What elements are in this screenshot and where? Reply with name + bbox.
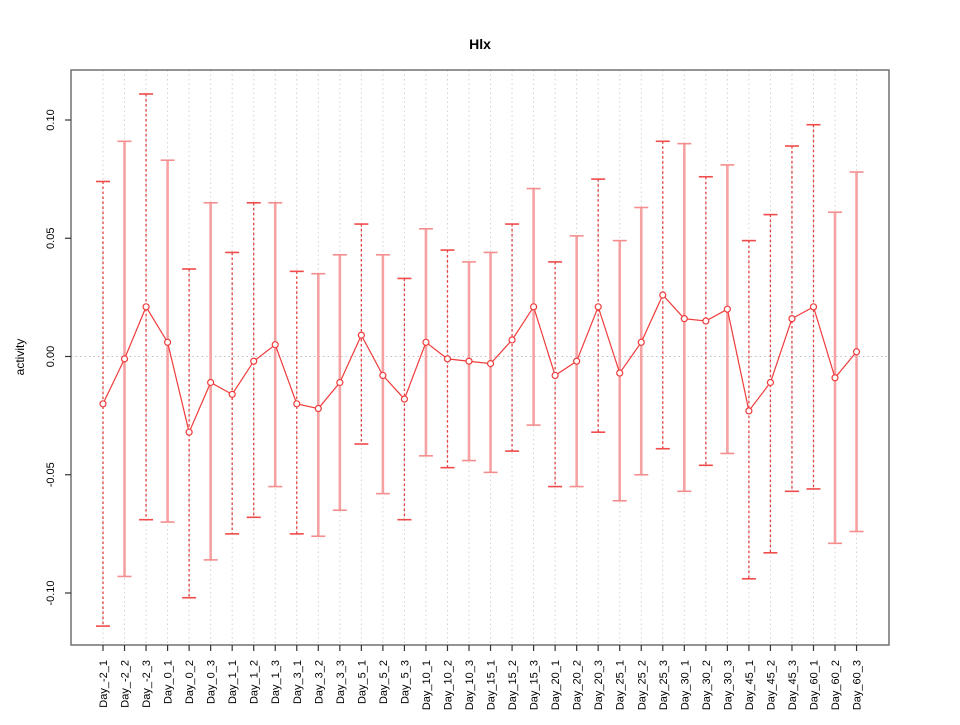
- x-tick-label: Day_-2_1: [98, 660, 110, 708]
- x-tick-label: Day_20_3: [593, 660, 605, 710]
- x-tick-label: Day_20_2: [572, 660, 584, 710]
- data-point-marker: [659, 291, 667, 299]
- x-tick-label: Day_25_3: [658, 660, 670, 710]
- chart-title: Hlx: [469, 36, 491, 52]
- data-point-marker: [293, 400, 301, 408]
- x-tick-label: Day_45_2: [765, 660, 777, 710]
- x-tick-label: Day_15_2: [507, 660, 519, 710]
- x-tick-label: Day_5_3: [399, 660, 411, 704]
- x-tick-label: Day_30_3: [722, 660, 734, 710]
- x-tick-label: Day_3_1: [292, 660, 304, 704]
- y-tick-label: 0.00: [45, 346, 57, 367]
- y-tick-label: -0.05: [45, 462, 57, 487]
- data-point-marker: [120, 355, 129, 363]
- data-point-marker: [702, 317, 710, 325]
- data-point-marker: [250, 357, 258, 365]
- y-tick-label: 0.05: [45, 228, 57, 249]
- data-point-marker: [185, 428, 193, 436]
- data-point-marker: [852, 348, 861, 356]
- data-point-marker: [831, 374, 839, 382]
- x-tick-label: Day_30_2: [701, 660, 713, 710]
- x-tick-label: Day_3_2: [313, 660, 325, 704]
- data-point-marker: [788, 315, 796, 323]
- x-tick-label: Day_0_1: [163, 660, 175, 704]
- data-point-marker: [573, 357, 581, 365]
- x-tick-label: Day_30_1: [679, 660, 691, 710]
- data-point-marker: [766, 378, 775, 387]
- x-tick-label: Day_1_1: [227, 660, 239, 704]
- x-tick-label: Day_25_2: [636, 660, 648, 710]
- x-tick-label: Day_10_3: [464, 660, 476, 710]
- x-tick-label: Day_10_1: [421, 660, 433, 710]
- data-point-marker: [207, 378, 215, 387]
- x-tick-label: Day_60_2: [830, 660, 842, 710]
- data-point-marker: [680, 315, 688, 323]
- data-point-marker: [529, 303, 538, 311]
- x-tick-label: Day_0_2: [184, 660, 196, 704]
- data-point-marker: [745, 407, 753, 415]
- data-point-marker: [400, 395, 409, 403]
- data-point-marker: [508, 336, 516, 344]
- plot-box: [70, 69, 890, 646]
- x-tick-label: Day_45_1: [744, 660, 756, 710]
- x-tick-label: Day_3_3: [335, 660, 347, 704]
- data-point-marker: [99, 400, 107, 408]
- data-point-marker: [379, 371, 387, 380]
- x-tick-label: Day_-2_3: [141, 660, 153, 708]
- data-point-marker: [616, 369, 624, 377]
- y-axis-label: activity: [13, 339, 27, 376]
- data-point-marker: [723, 305, 731, 313]
- data-point-marker: [163, 338, 172, 346]
- data-point-marker: [228, 390, 236, 398]
- x-tick-label: Day_10_2: [442, 660, 454, 710]
- data-point-marker: [314, 404, 322, 413]
- x-tick-label: Day_20_1: [550, 660, 562, 710]
- y-tick-label: 0.10: [45, 109, 57, 130]
- data-point-marker: [336, 378, 344, 387]
- data-point-marker: [443, 355, 452, 363]
- data-point-marker: [142, 303, 150, 311]
- x-tick-label: Day_15_3: [529, 660, 541, 710]
- x-tick-label: Day_1_2: [249, 660, 261, 704]
- x-tick-label: Day_5_2: [378, 660, 390, 704]
- data-point-marker: [637, 338, 645, 346]
- data-point-marker: [465, 357, 473, 365]
- x-tick-label: Day_0_3: [206, 660, 218, 704]
- data-point-marker: [809, 303, 818, 311]
- series-line: [102, 293, 858, 435]
- data-point-marker: [422, 338, 430, 346]
- data-point-marker: [357, 331, 365, 339]
- data-point-marker: [594, 303, 602, 311]
- x-tick-label: Day_60_1: [808, 660, 820, 710]
- plot-area: -0.10 -0.05 0.00 0.05 0.10 Day_-2_1 Day_-2_2 Da…: [45, 69, 890, 710]
- x-tick-label: Day_1_3: [270, 660, 282, 704]
- data-point-marker: [486, 359, 495, 368]
- data-point-marker: [271, 341, 279, 349]
- x-tick-label: Day_60_3: [852, 660, 864, 710]
- data-point-marker: [551, 371, 559, 380]
- x-tick-label: Day_5_1: [356, 660, 368, 704]
- x-tick-label: Day_15_1: [486, 660, 498, 710]
- x-tick-label: Day_-2_2: [120, 660, 132, 708]
- x-tick-label: Day_25_1: [615, 660, 627, 710]
- y-tick-label: -0.10: [45, 580, 57, 605]
- x-tick-label: Day_45_3: [787, 660, 799, 710]
